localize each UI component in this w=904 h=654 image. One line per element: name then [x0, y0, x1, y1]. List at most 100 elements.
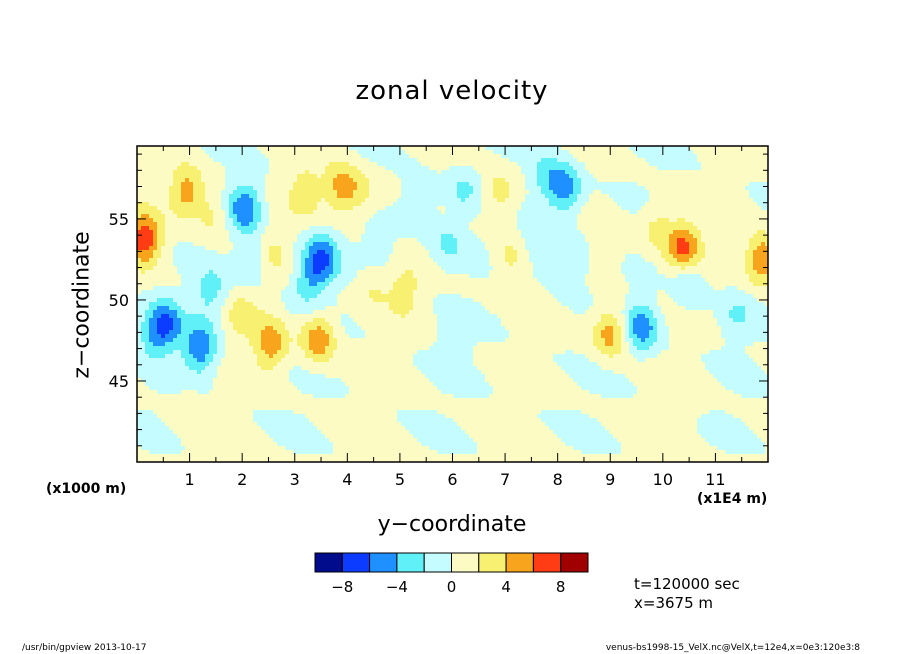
heatmap-cell [321, 158, 326, 163]
heatmap-cell [285, 282, 290, 287]
heatmap-cell [205, 446, 210, 451]
heatmap-cell [381, 222, 386, 227]
heatmap-cell [189, 426, 194, 431]
heatmap-cell [233, 330, 238, 335]
heatmap-cell [381, 394, 386, 399]
heatmap-cell [341, 430, 346, 435]
heatmap-cell [385, 378, 390, 383]
heatmap-cell [297, 442, 302, 447]
heatmap-cell [261, 286, 266, 291]
heatmap-cell [257, 226, 262, 231]
heatmap-cell [205, 166, 210, 171]
heatmap-cell [293, 402, 298, 407]
heatmap-cell [225, 334, 230, 339]
heatmap-cell [241, 314, 246, 319]
heatmap-cell [297, 418, 302, 423]
heatmap-cell [273, 450, 278, 455]
heatmap-cell [281, 258, 286, 263]
heatmap-cell [301, 186, 306, 191]
heatmap-cell [149, 182, 154, 187]
heatmap-cell [161, 426, 166, 431]
heatmap-cell [169, 306, 174, 311]
heatmap-cell [141, 362, 146, 367]
heatmap-cell [273, 262, 278, 267]
heatmap-cell [161, 334, 166, 339]
heatmap-cell [185, 194, 190, 199]
heatmap-cell [269, 250, 274, 255]
heatmap-cell [349, 282, 354, 287]
heatmap-cell [181, 230, 186, 235]
heatmap-cell [173, 222, 178, 227]
heatmap-cell [213, 186, 218, 191]
heatmap-cell [313, 202, 318, 207]
heatmap-cell [185, 166, 190, 171]
heatmap-cell [213, 222, 218, 227]
heatmap-cell [189, 222, 194, 227]
heatmap-cell [157, 210, 162, 215]
heatmap-cell [253, 442, 258, 447]
heatmap-cell [197, 410, 202, 415]
heatmap-cell [221, 270, 226, 275]
heatmap-cell [149, 174, 154, 179]
heatmap-cell [361, 418, 366, 423]
heatmap-cell [201, 406, 206, 411]
heatmap-cell [333, 418, 338, 423]
heatmap-cell [225, 322, 230, 327]
heatmap-cell [265, 362, 270, 367]
heatmap-cell [333, 342, 338, 347]
heatmap-cell [341, 234, 346, 239]
heatmap-cell [337, 418, 342, 423]
heatmap-cell [317, 198, 322, 203]
heatmap-cell [245, 362, 250, 367]
heatmap-cell [381, 422, 386, 427]
heatmap-cell [169, 342, 174, 347]
heatmap-cell [293, 386, 298, 391]
heatmap-cell [309, 270, 314, 275]
heatmap-cell [209, 246, 214, 251]
heatmap-cell [305, 250, 310, 255]
heatmap-cell [241, 154, 246, 159]
heatmap-cell [253, 430, 258, 435]
heatmap-cell [265, 402, 270, 407]
heatmap-cell [389, 158, 394, 163]
heatmap-cell [381, 286, 386, 291]
heatmap-cell [317, 374, 322, 379]
heatmap-cell [385, 146, 390, 151]
heatmap-cell [137, 342, 142, 347]
heatmap-cell [229, 158, 234, 163]
heatmap-cell [269, 438, 274, 443]
heatmap-cell [221, 334, 226, 339]
heatmap-cell [357, 262, 362, 267]
heatmap-cell [193, 398, 198, 403]
heatmap-cell [237, 182, 242, 187]
heatmap-cell [249, 154, 254, 159]
heatmap-cell [305, 402, 310, 407]
heatmap-cell [325, 290, 330, 295]
heatmap-cell [361, 198, 366, 203]
heatmap-cell [245, 226, 250, 231]
heatmap-cell [149, 418, 154, 423]
heatmap-cell [289, 346, 294, 351]
heatmap-cell [145, 210, 150, 215]
heatmap-cell [381, 302, 386, 307]
heatmap-cell [137, 290, 142, 295]
heatmap-cell [345, 374, 350, 379]
heatmap-cell [185, 326, 190, 331]
heatmap-cell [373, 294, 378, 299]
heatmap-cell [265, 214, 270, 219]
heatmap-cell [157, 230, 162, 235]
heatmap-cell [305, 330, 310, 335]
heatmap-cell [337, 234, 342, 239]
heatmap-cell [197, 226, 202, 231]
heatmap-cell [385, 374, 390, 379]
heatmap-cell [245, 386, 250, 391]
heatmap-cell [209, 298, 214, 303]
heatmap-cell [213, 442, 218, 447]
heatmap-cell [317, 430, 322, 435]
heatmap-cell [225, 426, 230, 431]
heatmap-cell [321, 302, 326, 307]
heatmap-cell [141, 414, 146, 419]
heatmap-cell [385, 198, 390, 203]
heatmap-cell [225, 270, 230, 275]
heatmap-cell [221, 234, 226, 239]
